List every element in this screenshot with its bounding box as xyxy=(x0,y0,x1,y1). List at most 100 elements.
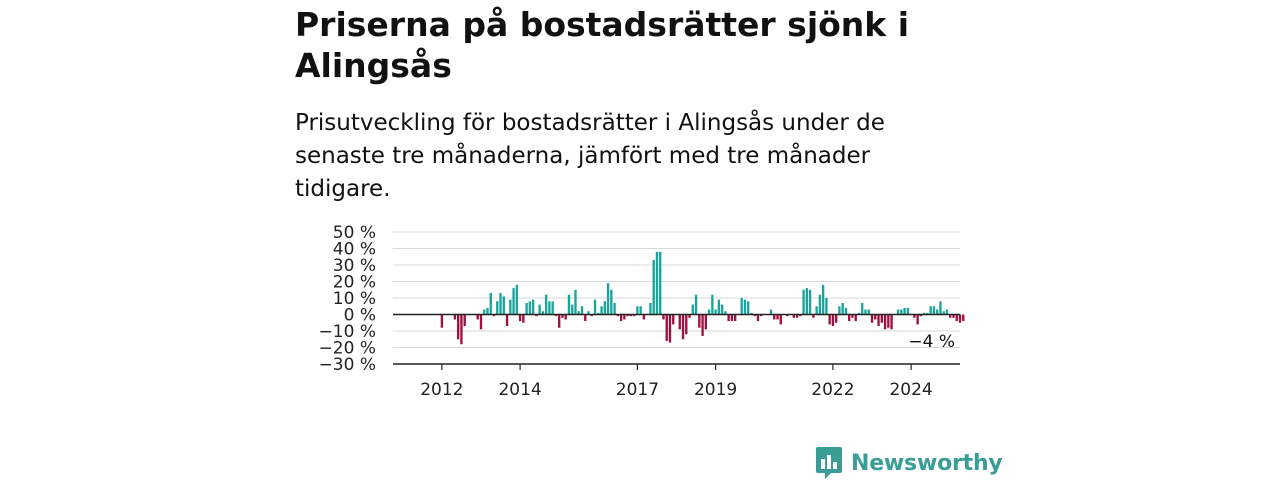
bar xyxy=(756,314,760,322)
bar xyxy=(616,314,620,317)
bar xyxy=(619,314,623,322)
bar xyxy=(460,314,463,345)
bar xyxy=(733,314,737,322)
bar xyxy=(688,314,691,318)
bar xyxy=(919,314,923,317)
bar xyxy=(577,311,580,315)
y-tick-label: 0 % xyxy=(344,306,376,326)
bar xyxy=(730,314,734,322)
bar xyxy=(632,314,636,317)
bar xyxy=(906,307,910,315)
bar xyxy=(662,314,665,320)
y-tick-label: −20 % xyxy=(319,339,376,359)
bar xyxy=(584,314,587,322)
bar xyxy=(535,314,538,317)
bar xyxy=(479,314,483,330)
bar xyxy=(574,289,577,315)
bar xyxy=(808,289,812,315)
bar xyxy=(890,314,893,330)
bar xyxy=(597,312,600,315)
bar xyxy=(717,299,721,315)
bar xyxy=(769,309,773,315)
bar-chart-icon xyxy=(816,447,842,479)
bar xyxy=(525,302,528,315)
bar xyxy=(711,294,714,315)
bar xyxy=(681,314,685,340)
bar xyxy=(825,298,828,315)
bar xyxy=(854,314,857,322)
bar xyxy=(779,314,782,325)
bar xyxy=(554,314,558,317)
bar xyxy=(932,306,936,315)
bar xyxy=(587,311,590,315)
bar xyxy=(636,306,639,315)
bar xyxy=(659,251,662,315)
bar xyxy=(512,288,515,315)
brand-name: Newsworthy xyxy=(851,450,1003,476)
bar xyxy=(958,314,962,323)
bar xyxy=(489,293,492,315)
bar xyxy=(685,314,688,335)
x-tick-label: 2017 xyxy=(616,380,659,400)
bar xyxy=(515,284,518,315)
bar xyxy=(571,304,574,315)
bar xyxy=(747,301,750,315)
bar xyxy=(727,314,730,322)
bar xyxy=(896,309,900,315)
bar xyxy=(841,302,844,315)
bar xyxy=(743,299,747,315)
bar xyxy=(541,311,545,315)
bar xyxy=(844,307,848,315)
bar xyxy=(701,314,704,336)
bar xyxy=(649,302,652,315)
chart-title: Priserna på bostadsrätter sjönk i Alings… xyxy=(295,5,910,85)
bar xyxy=(600,306,603,315)
bar xyxy=(606,283,610,315)
bar xyxy=(913,314,916,318)
y-tick-label: 40 % xyxy=(333,240,376,260)
bar xyxy=(903,307,906,315)
bar xyxy=(838,306,841,315)
bar xyxy=(949,314,952,318)
bar xyxy=(714,309,717,315)
bar xyxy=(593,299,597,315)
bar xyxy=(698,314,701,328)
bar xyxy=(544,294,548,315)
bar xyxy=(639,306,642,315)
bar xyxy=(603,301,606,315)
bar xyxy=(922,312,926,315)
bar xyxy=(962,314,965,322)
axes xyxy=(393,313,960,365)
bar xyxy=(551,301,554,315)
annotations: −4 % xyxy=(908,332,955,352)
bar xyxy=(955,314,958,322)
x-tick-label: 2024 xyxy=(889,380,932,400)
y-axis-labels: −30 %−20 %−10 %0 %10 %20 %30 %40 %50 % xyxy=(319,223,376,375)
bar xyxy=(883,314,887,330)
bar xyxy=(916,314,919,325)
bar xyxy=(564,314,567,320)
bar xyxy=(548,301,551,315)
bar xyxy=(665,314,668,341)
bar xyxy=(694,294,698,315)
bar xyxy=(877,314,880,327)
bar xyxy=(828,314,831,325)
bar xyxy=(499,293,502,315)
bars xyxy=(440,251,965,345)
bar xyxy=(538,304,541,315)
x-tick-label: 2019 xyxy=(694,380,737,400)
bar xyxy=(691,304,694,315)
bar xyxy=(580,306,584,315)
bar xyxy=(492,314,496,317)
bar xyxy=(558,314,561,328)
bar xyxy=(567,294,571,315)
bar xyxy=(835,314,838,323)
y-tick-label: −10 % xyxy=(319,322,376,342)
bar xyxy=(707,309,711,315)
bar xyxy=(626,314,629,317)
bar xyxy=(776,314,779,320)
bar xyxy=(613,302,616,315)
bar xyxy=(870,314,874,323)
gridlines xyxy=(393,231,960,365)
last-value-label: −4 % xyxy=(908,332,955,352)
